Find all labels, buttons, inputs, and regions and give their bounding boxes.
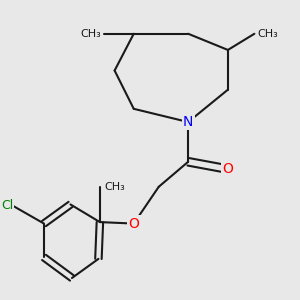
Text: CH₃: CH₃ [104, 182, 125, 192]
Text: Cl: Cl [1, 200, 13, 212]
Text: O: O [223, 162, 233, 176]
Text: N: N [183, 115, 194, 129]
Text: O: O [128, 217, 139, 231]
Text: CH₃: CH₃ [257, 29, 278, 39]
Text: CH₃: CH₃ [81, 29, 101, 39]
